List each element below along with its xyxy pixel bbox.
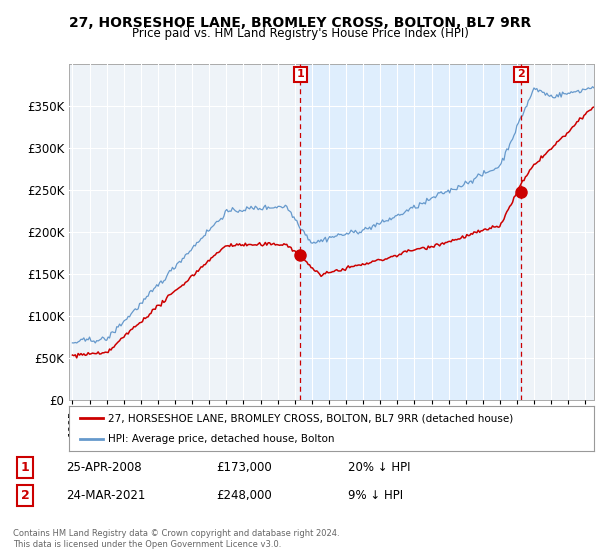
Text: 2: 2 — [21, 489, 29, 502]
Text: 9% ↓ HPI: 9% ↓ HPI — [348, 489, 403, 502]
Text: 27, HORSESHOE LANE, BROMLEY CROSS, BOLTON, BL7 9RR (detached house): 27, HORSESHOE LANE, BROMLEY CROSS, BOLTO… — [109, 413, 514, 423]
Text: 25-APR-2008: 25-APR-2008 — [66, 461, 142, 474]
Text: Contains HM Land Registry data © Crown copyright and database right 2024.
This d: Contains HM Land Registry data © Crown c… — [13, 529, 340, 549]
Text: 27, HORSESHOE LANE, BROMLEY CROSS, BOLTON, BL7 9RR: 27, HORSESHOE LANE, BROMLEY CROSS, BOLTO… — [69, 16, 531, 30]
Text: 1: 1 — [296, 69, 304, 80]
Text: 1: 1 — [21, 461, 29, 474]
Bar — [300, 64, 521, 400]
Text: Price paid vs. HM Land Registry's House Price Index (HPI): Price paid vs. HM Land Registry's House … — [131, 27, 469, 40]
Text: 24-MAR-2021: 24-MAR-2021 — [66, 489, 145, 502]
Text: 20% ↓ HPI: 20% ↓ HPI — [348, 461, 410, 474]
Text: £173,000: £173,000 — [216, 461, 272, 474]
Text: 2: 2 — [517, 69, 525, 80]
Text: £248,000: £248,000 — [216, 489, 272, 502]
Text: HPI: Average price, detached house, Bolton: HPI: Average price, detached house, Bolt… — [109, 433, 335, 444]
